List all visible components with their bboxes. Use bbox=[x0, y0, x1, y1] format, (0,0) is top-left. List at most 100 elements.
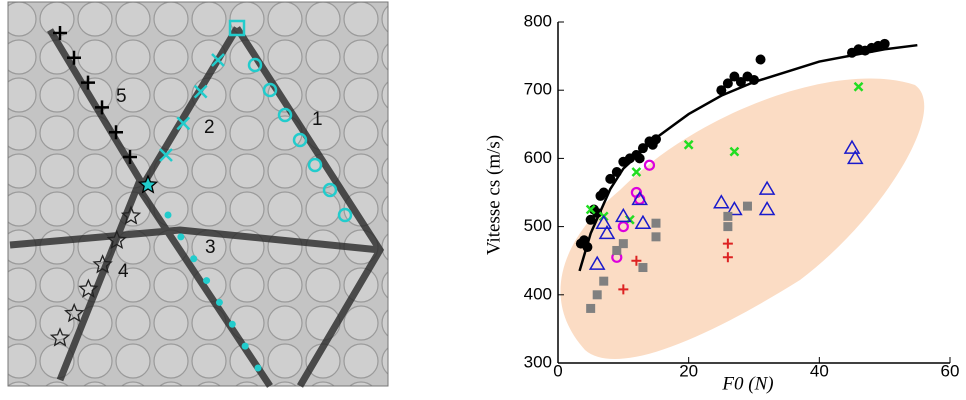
photo-markers bbox=[49, 19, 353, 372]
photo-marker bbox=[92, 254, 113, 274]
x-tick-label: 60 bbox=[941, 361, 960, 380]
photo-label: 2 bbox=[204, 117, 215, 138]
data-point bbox=[846, 149, 864, 165]
data-point bbox=[637, 143, 648, 154]
photo-label: 4 bbox=[118, 261, 129, 282]
data-point bbox=[729, 71, 740, 82]
data-point bbox=[631, 190, 648, 206]
photo-marker bbox=[215, 298, 223, 306]
photo-marker bbox=[137, 174, 159, 194]
photo-marker bbox=[64, 302, 85, 323]
photo-marker bbox=[292, 132, 308, 148]
y-tick-label: 300 bbox=[524, 352, 552, 371]
photo-marker bbox=[120, 205, 142, 225]
photo-marker bbox=[67, 50, 81, 65]
data-point bbox=[586, 303, 596, 313]
photo-marker bbox=[78, 278, 99, 298]
photo-marker bbox=[106, 229, 127, 250]
photo-marker bbox=[190, 255, 198, 263]
photo-marker bbox=[177, 233, 185, 241]
x-axis-label: F0 (N) bbox=[721, 373, 773, 394]
data-point bbox=[598, 187, 609, 198]
photo-marker bbox=[307, 157, 323, 173]
y-axis-label: Vitesse cs (m/s) bbox=[483, 135, 504, 255]
photo-marker bbox=[49, 327, 71, 347]
data-point bbox=[618, 239, 628, 249]
photo-marker bbox=[211, 53, 225, 67]
photo-marker bbox=[241, 342, 249, 350]
photo-marker bbox=[228, 19, 246, 37]
data-point bbox=[716, 85, 727, 96]
photo-marker bbox=[277, 107, 293, 123]
photo-marker bbox=[322, 182, 338, 198]
data-point bbox=[723, 222, 733, 232]
data-point bbox=[722, 238, 733, 249]
x-tick-label: 40 bbox=[810, 361, 829, 380]
data-point bbox=[722, 252, 733, 263]
data-point bbox=[634, 214, 652, 229]
data-point bbox=[758, 201, 776, 216]
photo-marker bbox=[164, 211, 172, 219]
data-point bbox=[631, 255, 642, 266]
data-point bbox=[631, 167, 642, 177]
photo-marker bbox=[228, 320, 236, 328]
y-tick-label: 800 bbox=[524, 11, 552, 30]
data-point bbox=[618, 284, 629, 295]
data-point bbox=[683, 139, 694, 150]
data-point bbox=[595, 214, 613, 229]
data-point bbox=[758, 180, 776, 195]
data-point bbox=[843, 139, 861, 154]
photo-marker bbox=[95, 100, 109, 115]
data-point bbox=[605, 173, 616, 184]
photo-marker bbox=[247, 57, 263, 73]
photo-marker bbox=[337, 207, 353, 223]
data-point bbox=[651, 218, 661, 228]
data-point bbox=[615, 207, 632, 223]
data-point bbox=[713, 194, 730, 209]
y-tick-label: 500 bbox=[524, 216, 552, 235]
data-point bbox=[592, 290, 602, 300]
photo-marker bbox=[254, 364, 262, 372]
data-point bbox=[723, 211, 733, 221]
data-point bbox=[585, 204, 596, 215]
data-point bbox=[735, 77, 746, 88]
photo-marker bbox=[176, 116, 191, 131]
data-point bbox=[585, 214, 596, 225]
data-point bbox=[722, 78, 733, 89]
data-point bbox=[742, 201, 752, 211]
photo-marker bbox=[123, 150, 137, 164]
photo-label: 1 bbox=[312, 109, 323, 130]
x-tick-label: 0 bbox=[553, 361, 562, 380]
data-point bbox=[599, 276, 609, 286]
photo-marker bbox=[109, 125, 123, 140]
y-tick-label: 700 bbox=[524, 80, 552, 99]
data-point bbox=[879, 38, 890, 49]
data-point bbox=[651, 232, 661, 242]
photo-marker bbox=[203, 277, 211, 285]
photo-marker bbox=[262, 82, 278, 98]
data-point bbox=[755, 54, 766, 65]
photo-marker bbox=[193, 84, 208, 99]
data-point bbox=[643, 159, 656, 171]
shaded-region bbox=[560, 78, 925, 360]
photo-marker bbox=[53, 26, 67, 40]
photo-label: 5 bbox=[116, 86, 127, 107]
y-tick-label: 400 bbox=[524, 284, 552, 303]
photo-marker bbox=[159, 148, 173, 162]
data-point bbox=[598, 224, 616, 240]
y-tick-label: 600 bbox=[524, 148, 552, 167]
data-point bbox=[588, 255, 606, 270]
x-tick-label: 20 bbox=[679, 361, 698, 380]
data-point bbox=[638, 263, 648, 273]
photo: 1 2 3 4 5 bbox=[7, 1, 389, 388]
photo-label: 3 bbox=[205, 237, 216, 258]
data-point bbox=[729, 146, 740, 157]
fit-curve bbox=[578, 43, 918, 272]
photo-marker bbox=[81, 75, 95, 90]
data-point bbox=[726, 201, 743, 216]
force-chains bbox=[9, 26, 385, 388]
data-point bbox=[612, 245, 622, 255]
data-point bbox=[853, 81, 864, 92]
